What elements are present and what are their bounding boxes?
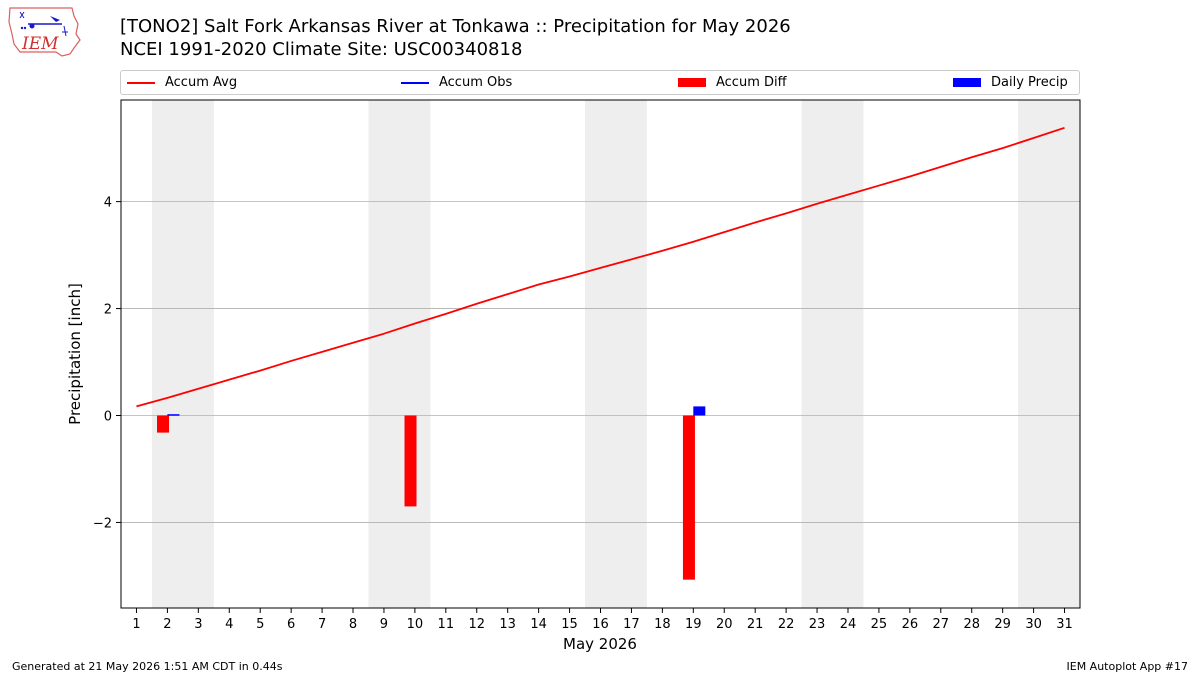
y-tick-label: 2 [104, 303, 112, 318]
x-tick-label: 12 [468, 617, 485, 632]
weekend-band-0 [151, 100, 214, 608]
iem-logo: IEM [8, 7, 81, 57]
legend-label: Accum Avg [165, 75, 238, 90]
x-tick-label: 5 [256, 617, 264, 632]
x-tick-label: 27 [933, 617, 950, 632]
x-tick-label: 26 [902, 617, 919, 632]
x-tick-label: 7 [318, 617, 326, 632]
x-tick-label: 11 [438, 617, 455, 632]
x-tick-label: 3 [194, 617, 202, 632]
lines [136, 126, 1065, 416]
x-tick-label: 10 [407, 617, 424, 632]
legend-item-accum-obs: Accum Obs [401, 71, 512, 94]
y-tick-label: 4 [104, 196, 112, 211]
x-tick-label: 14 [530, 617, 547, 632]
x-tick-label: 22 [778, 617, 795, 632]
bars [157, 406, 706, 580]
legend-label: Accum Diff [716, 75, 787, 90]
x-tick-label: 9 [380, 617, 388, 632]
x-tick-label: 13 [499, 617, 516, 632]
x-tick-label: 25 [871, 617, 888, 632]
weekend-band-1 [368, 100, 431, 608]
x-tick-label: 6 [287, 617, 295, 632]
weekend-band-4 [1018, 100, 1080, 608]
legend-swatch-daily-precip [953, 78, 981, 87]
legend-item-accum-avg: Accum Avg [127, 71, 237, 94]
chart-title: [TONO2] Salt Fork Arkansas River at Tonk… [120, 16, 791, 37]
x-tick-label: 8 [349, 617, 357, 632]
x-tick-label: 1 [132, 617, 140, 632]
x-tick-label: 29 [994, 617, 1011, 632]
x-tick-label: 31 [1056, 617, 1073, 632]
x-tick-label: 28 [963, 617, 980, 632]
bar-accum-diff-day-2 [157, 415, 170, 433]
x-tick-label: 17 [623, 617, 640, 632]
x-tick-label: 19 [685, 617, 702, 632]
x-tick-label: 23 [809, 617, 826, 632]
x-tick-label: 24 [840, 617, 857, 632]
x-axis-label: May 2026 [563, 635, 637, 653]
legend-item-accum-diff: Accum Diff [678, 71, 787, 94]
legend-swatch-accum-obs [401, 81, 429, 84]
legend-swatch-accum-avg [127, 81, 155, 84]
x-tick-label: 16 [592, 617, 609, 632]
logo-text: IEM [21, 34, 59, 54]
legend-swatch-accum-diff [678, 78, 706, 87]
y-tick-label: −2 [93, 516, 112, 531]
x-tick-label: 15 [561, 617, 578, 632]
x-tick-label: 4 [225, 617, 233, 632]
y-axis-label: Precipitation [inch] [66, 283, 84, 425]
x-tick-label: 30 [1025, 617, 1042, 632]
x-tick-label: 20 [716, 617, 733, 632]
x-tick-label: 21 [747, 617, 764, 632]
bar-accum-diff-day-19 [682, 415, 695, 580]
line-accum-avg [136, 126, 1065, 408]
x-axis: 1 2 3 4 5 6 7 8 9 10 11 12 13 14 15 16 17 18 19 20 21 22 23 24 2… [132, 608, 1073, 632]
bar-daily-precip-day-19 [693, 406, 706, 416]
legend-item-daily-precip: Daily Precip [953, 71, 1068, 94]
weekend-shading [151, 100, 1080, 608]
x-tick-label: 18 [654, 617, 671, 632]
weekend-band-2 [585, 100, 647, 608]
y-tick-label: 0 [104, 409, 112, 424]
legend: Accum Avg Accum Obs Accum Diff Daily Pre… [120, 70, 1080, 95]
bar-accum-diff-day-10 [404, 415, 417, 507]
chart-subtitle: NCEI 1991-2020 Climate Site: USC00340818 [120, 39, 523, 60]
legend-label: Accum Obs [439, 75, 513, 90]
footer-app: IEM Autoplot App #17 [1066, 660, 1189, 673]
y-axis: −2 0 2 4 [93, 196, 121, 531]
footer-generated: Generated at 21 May 2026 1:51 AM CDT in … [12, 660, 283, 673]
legend-label: Daily Precip [991, 75, 1068, 90]
x-tick-label: 2 [163, 617, 171, 632]
grid-lines [121, 201, 1080, 523]
weekend-band-3 [801, 100, 864, 608]
